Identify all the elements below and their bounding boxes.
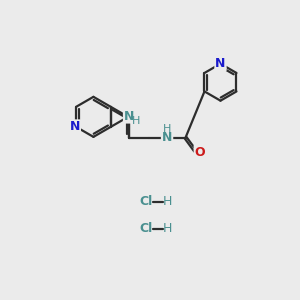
Text: H: H	[163, 222, 172, 235]
Text: H: H	[163, 195, 172, 208]
Text: N: N	[124, 110, 134, 123]
Text: H: H	[132, 116, 140, 126]
Text: N: N	[215, 57, 226, 70]
Text: O: O	[195, 146, 205, 159]
Text: N: N	[162, 131, 172, 144]
Text: H: H	[163, 124, 171, 134]
Text: N: N	[70, 120, 80, 134]
Text: Cl: Cl	[140, 195, 153, 208]
Text: Cl: Cl	[140, 222, 153, 235]
